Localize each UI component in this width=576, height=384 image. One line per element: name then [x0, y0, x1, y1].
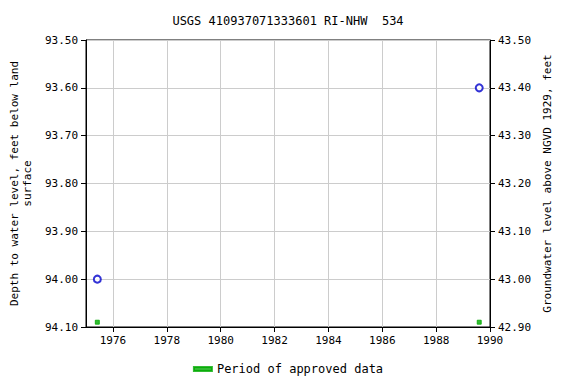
svg-text:94.10: 94.10	[45, 321, 78, 334]
svg-text:93.60: 93.60	[45, 81, 78, 94]
svg-text:1984: 1984	[315, 334, 342, 347]
svg-text:43.20: 43.20	[498, 177, 531, 190]
svg-text:93.80: 93.80	[45, 177, 78, 190]
svg-text:94.00: 94.00	[45, 273, 78, 286]
svg-text:93.50: 93.50	[45, 34, 78, 47]
svg-text:1988: 1988	[423, 334, 450, 347]
svg-text:42.90: 42.90	[498, 321, 531, 334]
svg-text:Period of approved data: Period of approved data	[217, 362, 383, 376]
svg-text:surface: surface	[21, 160, 34, 206]
svg-text:43.10: 43.10	[498, 225, 531, 238]
svg-text:1986: 1986	[369, 334, 396, 347]
svg-text:1982: 1982	[261, 334, 288, 347]
svg-text:93.90: 93.90	[45, 225, 78, 238]
svg-text:43.00: 43.00	[498, 273, 531, 286]
svg-text:Groundwater level above NGVD 1: Groundwater level above NGVD 1929, feet	[541, 54, 554, 312]
svg-text:1976: 1976	[100, 334, 127, 347]
svg-text:43.30: 43.30	[498, 129, 531, 142]
svg-text:Depth to water level, feet bel: Depth to water level, feet below land	[8, 61, 21, 306]
svg-text:43.40: 43.40	[498, 81, 531, 94]
svg-text:1980: 1980	[207, 334, 234, 347]
svg-text:93.70: 93.70	[45, 129, 78, 142]
svg-text:43.50: 43.50	[498, 34, 531, 47]
svg-text:USGS 410937071333601 RI-NHW 5: USGS 410937071333601 RI-NHW 534	[172, 14, 403, 28]
svg-text:1978: 1978	[154, 334, 181, 347]
svg-text:1990: 1990	[477, 334, 504, 347]
